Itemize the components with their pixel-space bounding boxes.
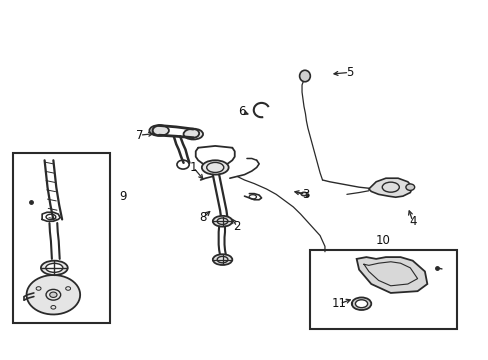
Text: 1: 1 — [189, 161, 197, 174]
Text: 11: 11 — [331, 297, 346, 310]
Ellipse shape — [202, 160, 228, 175]
Text: 4: 4 — [408, 215, 416, 228]
Ellipse shape — [183, 129, 203, 139]
Ellipse shape — [351, 297, 370, 310]
Ellipse shape — [301, 192, 306, 196]
Ellipse shape — [212, 216, 232, 226]
Polygon shape — [368, 178, 412, 197]
Ellipse shape — [405, 184, 414, 190]
Ellipse shape — [149, 125, 168, 136]
Bar — [310, 250, 456, 329]
Polygon shape — [356, 257, 427, 293]
Ellipse shape — [212, 254, 232, 265]
Ellipse shape — [355, 300, 367, 308]
Text: 6: 6 — [238, 105, 245, 118]
Ellipse shape — [50, 292, 57, 297]
Text: 10: 10 — [375, 234, 390, 247]
Text: 9: 9 — [119, 190, 126, 203]
Ellipse shape — [299, 70, 310, 82]
Text: 3: 3 — [301, 188, 308, 201]
Bar — [13, 153, 110, 323]
Polygon shape — [26, 275, 80, 315]
Ellipse shape — [46, 264, 63, 273]
Ellipse shape — [41, 261, 68, 275]
Text: 8: 8 — [199, 211, 206, 224]
Text: 2: 2 — [233, 220, 241, 233]
Text: 7: 7 — [136, 129, 143, 142]
Text: 5: 5 — [345, 66, 352, 79]
